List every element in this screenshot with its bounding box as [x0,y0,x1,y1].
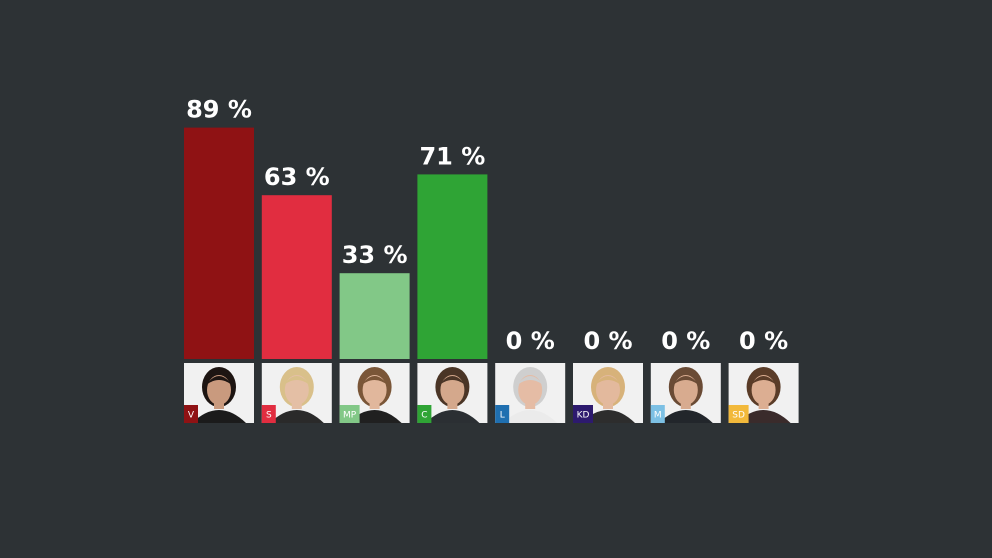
value-label-sd: 0 % [739,327,788,355]
party-badge-kd [573,405,593,423]
bar-mp [339,273,410,359]
party-label-mp: MP [343,411,357,421]
party-label-l: L [500,411,505,421]
party-badge-c [417,405,432,423]
value-label-mp: 33 % [342,241,408,269]
portrait-c [417,363,488,423]
value-label-v: 89 % [186,96,252,124]
party-badge-mp [339,405,360,423]
party-label-v: V [188,411,195,421]
party-label-sd: SD [732,411,745,421]
bar-s [261,195,332,359]
party-badge-l [495,405,510,423]
party-badge-s [261,405,276,423]
portrait-l [495,363,566,423]
party-badge-sd [728,405,749,423]
value-label-c: 71 % [419,142,485,170]
value-label-m: 0 % [661,327,710,355]
party-label-s: S [266,411,272,421]
party-label-m: M [654,411,662,421]
party-badge-m [650,405,665,423]
portrait-sd [728,363,799,423]
value-label-kd: 0 % [583,327,632,355]
bar-v [184,127,254,359]
value-label-s: 63 % [264,163,330,191]
party-label-kd: KD [577,411,590,421]
party-label-c: C [421,411,427,421]
party-badge-v [184,405,198,423]
value-label-l: 0 % [506,327,555,355]
bar-c [417,174,488,359]
portrait-mp [339,363,410,423]
portrait-s [261,363,332,423]
